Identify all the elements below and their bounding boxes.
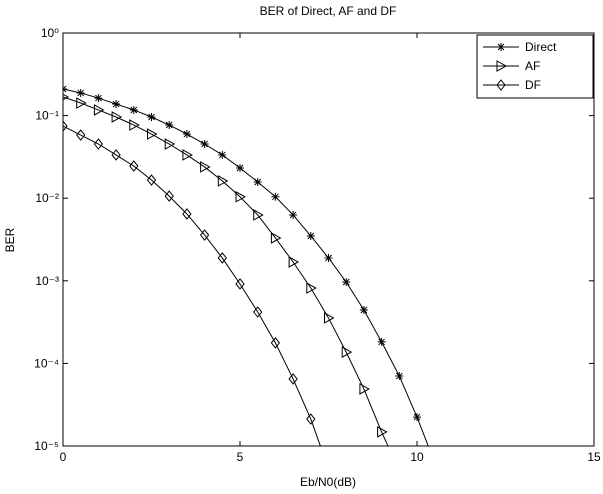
marker [93, 138, 104, 150]
marker [111, 149, 121, 161]
marker [342, 278, 351, 287]
series-line [63, 125, 321, 446]
marker [235, 190, 247, 203]
series-line [63, 88, 429, 446]
marker [76, 88, 85, 97]
x-tick-label: 0 [60, 450, 67, 464]
x-tick-label: 15 [587, 450, 601, 464]
marker [164, 138, 176, 150]
legend-marker [497, 43, 505, 51]
chart-title: BER of Direct, AF and DF [260, 4, 397, 18]
marker [253, 306, 263, 318]
marker [94, 94, 103, 103]
legend-label: AF [525, 59, 540, 73]
marker [129, 105, 138, 114]
marker [324, 253, 333, 262]
legend-label: Direct [525, 40, 557, 54]
marker [395, 372, 404, 381]
marker [235, 278, 245, 290]
y-tick-label: 10⁰ [41, 26, 59, 40]
y-tick-label: 10⁻⁵ [34, 439, 59, 453]
marker [341, 346, 353, 358]
legend: Direct AF DF [476, 34, 594, 99]
marker [146, 174, 157, 186]
plot-area [62, 32, 595, 447]
legend-label: DF [525, 78, 541, 92]
marker [413, 413, 421, 422]
marker [165, 121, 174, 130]
marker [324, 312, 335, 324]
marker [217, 175, 229, 187]
y-tick-label: 10⁻⁴ [34, 356, 59, 370]
marker [111, 111, 123, 123]
marker [76, 97, 87, 109]
marker [377, 426, 388, 438]
x-axis-label: Eb/N0(dB) [300, 475, 356, 489]
marker [218, 150, 227, 159]
marker [359, 383, 370, 395]
marker [359, 306, 368, 315]
marker [147, 112, 156, 121]
marker [217, 252, 227, 264]
marker [288, 373, 298, 385]
marker [377, 337, 386, 346]
plot-layer [63, 84, 429, 446]
marker [200, 140, 209, 149]
y-axis-label: BER [3, 227, 17, 252]
legend-box [476, 34, 594, 99]
legend-marker [496, 60, 508, 72]
marker [182, 208, 192, 220]
marker [200, 161, 211, 173]
marker [63, 120, 68, 132]
marker [93, 104, 105, 116]
marker [129, 160, 139, 172]
marker [63, 84, 67, 93]
marker [129, 119, 140, 131]
legend-marker [496, 79, 506, 91]
marker [289, 210, 298, 219]
marker [182, 130, 191, 139]
marker [270, 337, 281, 349]
marker [253, 209, 264, 221]
marker [253, 178, 262, 187]
marker [147, 128, 158, 140]
y-tick-label: 10⁻³ [35, 274, 59, 288]
x-tick-label: 10 [410, 450, 424, 464]
marker [164, 190, 174, 202]
x-tick-label: 5 [237, 450, 244, 464]
marker [199, 229, 210, 241]
marker [306, 413, 316, 425]
marker [236, 164, 244, 173]
marker [306, 282, 317, 294]
marker [182, 149, 193, 161]
marker [271, 192, 280, 201]
marker [306, 231, 315, 240]
y-tick-label: 10⁻¹ [35, 109, 59, 123]
marker [63, 93, 70, 101]
marker [112, 100, 121, 109]
marker [76, 129, 86, 141]
y-tick-label: 10⁻² [35, 191, 59, 205]
marker [270, 232, 282, 244]
marker [288, 256, 300, 268]
